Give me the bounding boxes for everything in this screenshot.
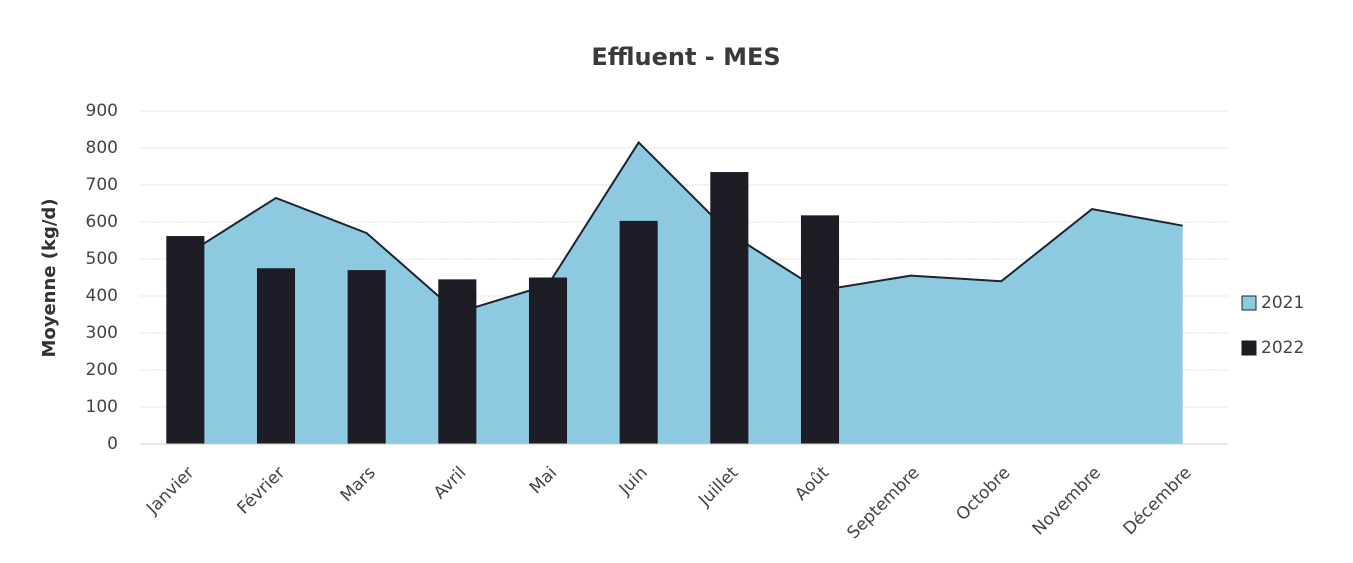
bar — [438, 279, 477, 444]
bar — [256, 268, 296, 444]
area — [185, 142, 1183, 444]
chart-title: Effluent - MES — [591, 43, 780, 71]
y-axis-title: Moyenne (kg/d) — [39, 198, 60, 357]
legend-label: 2021 — [1261, 293, 1304, 313]
bar — [800, 215, 840, 444]
y-tick-label: 600 — [86, 212, 118, 232]
bar — [166, 236, 205, 444]
bar — [528, 277, 568, 444]
y-tick-label: 200 — [86, 360, 118, 380]
bar — [619, 220, 658, 444]
legend-swatch — [1241, 340, 1257, 356]
y-tick-label: 100 — [86, 397, 118, 417]
area-line — [184, 140, 1183, 314]
legend-swatch — [1241, 295, 1257, 311]
y-tick-label: 300 — [86, 323, 118, 343]
y-tick-label: 900 — [86, 101, 118, 121]
legend-label: 2022 — [1261, 338, 1304, 358]
bar — [710, 172, 749, 445]
bar — [347, 270, 386, 444]
y-tick-label: 400 — [86, 286, 118, 306]
y-tick-label: 500 — [86, 249, 118, 269]
y-tick-label: 700 — [86, 175, 118, 195]
y-tick-label: 800 — [86, 138, 118, 158]
y-tick-label: 0 — [107, 434, 118, 454]
